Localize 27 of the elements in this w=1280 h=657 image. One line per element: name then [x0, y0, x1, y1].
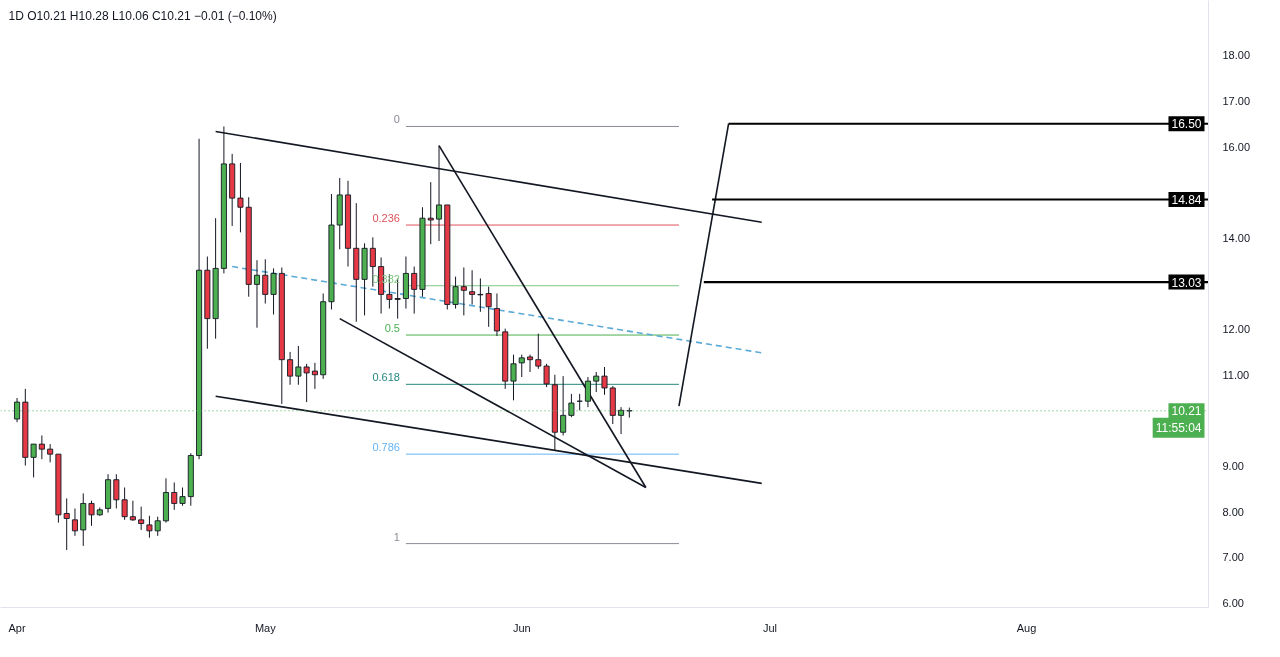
series-label: 1	[393, 530, 400, 543]
y-tick-label: 8.00	[1222, 505, 1244, 518]
x-tick-label: Jun	[512, 621, 531, 634]
x-tick-label: Apr	[8, 621, 26, 634]
series-label: 0.786	[372, 441, 400, 454]
y-tick-label: 6.00	[1222, 596, 1244, 609]
y-tick-label: 18.00	[1222, 49, 1251, 62]
x-tick-label: Aug	[1016, 621, 1037, 634]
ref-line-label: 10.21	[1171, 404, 1202, 419]
data-label: 16.50	[1171, 117, 1202, 132]
y-tick-label: 9.00	[1222, 460, 1244, 473]
series-label: 0.5	[384, 322, 400, 335]
series-label: 0	[393, 113, 400, 126]
x-tick-label: May	[254, 621, 277, 634]
y-tick-label: 16.00	[1222, 140, 1251, 153]
y-tick-label: 12.00	[1222, 323, 1251, 336]
y-tick-label: 14.00	[1222, 231, 1251, 244]
y-tick-label: 17.00	[1222, 94, 1251, 107]
data-label: 13.03	[1171, 275, 1202, 290]
data-label: 14.84	[1171, 192, 1202, 207]
text: 1D O10.21 H10.28 L10.06 C10.21 −0.01 (−0.10%)	[8, 8, 277, 23]
annotation: 11:55:04	[1155, 420, 1202, 435]
series-label: 0.618	[372, 371, 400, 384]
x-tick-label: Jul	[762, 621, 778, 634]
series-label: 0.236	[372, 212, 400, 225]
y-tick-label: 7.00	[1222, 551, 1244, 564]
y-tick-label: 11.00	[1222, 368, 1250, 381]
